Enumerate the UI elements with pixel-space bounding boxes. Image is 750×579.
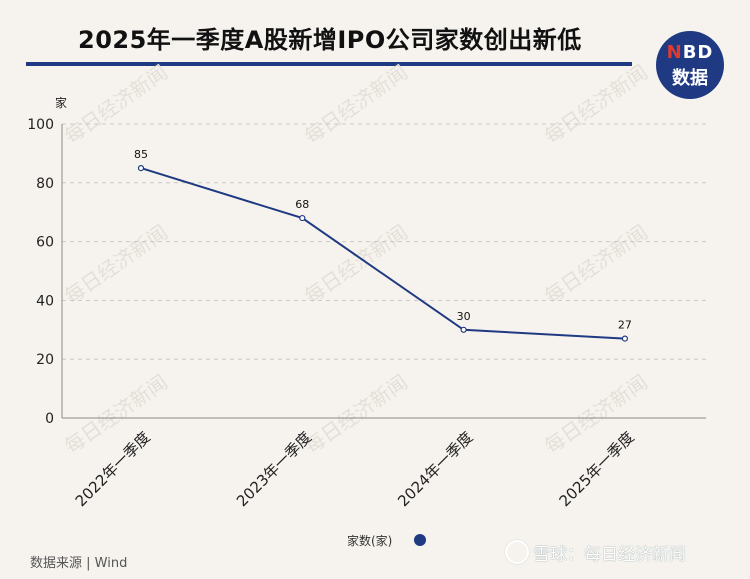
title-underline: [26, 62, 632, 66]
y-tick-label: 40: [36, 293, 54, 309]
logo-text: 数据: [672, 68, 708, 89]
x-tick-label: 2023年一季度: [233, 428, 315, 510]
watermark-text: 每日经济新闻: [540, 370, 652, 458]
x-tick-label: 2024年一季度: [394, 428, 476, 510]
data-label: 68: [295, 198, 309, 211]
data-point: [460, 326, 467, 333]
watermark-text: 每日经济新闻: [60, 60, 172, 148]
y-tick-label: 0: [45, 411, 54, 427]
legend: 家数(家): [347, 533, 426, 548]
grid-lines: [62, 123, 706, 360]
watermark-text: 每日经济新闻: [60, 220, 172, 308]
data-point: [299, 214, 306, 222]
watermark-text: 每日经济新闻: [540, 220, 652, 308]
y-tick-label: 60: [36, 235, 54, 251]
series-line: [140, 167, 625, 340]
axes: 家: [55, 95, 706, 419]
y-tick-label: 100: [27, 117, 54, 133]
logo-letters-bd: BD: [682, 42, 714, 63]
data-label: 27: [618, 319, 632, 332]
watermark-text: 每日经济新闻: [300, 220, 412, 308]
source-note: 数据来源 | Wind: [30, 556, 128, 571]
chart-title: 2025年一季度A股新增IPO公司家数创出新低: [78, 26, 582, 54]
y-axis-unit: 家: [55, 95, 67, 110]
watermark-text: 每日经济新闻: [300, 60, 412, 148]
watermark-text: 每日经济新闻: [540, 60, 652, 148]
legend-label: 家数(家): [347, 533, 392, 548]
y-tick-label: 20: [36, 352, 54, 368]
watermark-text: 每日经济新闻: [60, 370, 172, 458]
watermark-text: 每日经济新闻: [300, 370, 412, 458]
snowball-icon: [505, 540, 529, 564]
legend-marker: [414, 534, 426, 546]
data-point: [137, 165, 145, 172]
series-layer: [137, 165, 629, 342]
data-label: 30: [457, 310, 471, 323]
data-labels: 85 68 30 27: [134, 148, 632, 332]
xueqiu-watermark-text: 雪球：每日经济新闻: [533, 545, 686, 565]
xueqiu-watermark: 雪球：每日经济新闻: [505, 540, 686, 565]
nbd-logo: NBD 数据: [656, 31, 724, 99]
data-point: [621, 335, 629, 342]
y-tick-label: 80: [36, 176, 54, 192]
data-label: 85: [134, 148, 148, 161]
y-tick-labels: 0 20 40 60 80 100: [27, 117, 54, 427]
logo-letter-n: N: [666, 42, 683, 63]
